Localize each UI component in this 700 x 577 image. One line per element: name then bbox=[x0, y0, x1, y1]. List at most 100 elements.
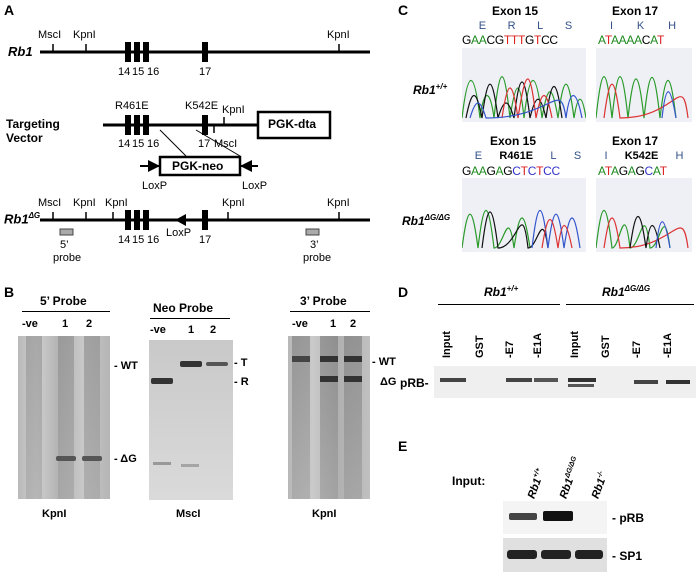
kpnl-site-2: KpnI bbox=[327, 29, 350, 41]
probe5-box bbox=[59, 228, 74, 236]
exon-block bbox=[202, 42, 208, 62]
d-lane-gst-1: GST bbox=[474, 335, 486, 358]
seq-wt15: GAACGTTTGTCC bbox=[462, 33, 558, 47]
probe3-label-b: probe bbox=[303, 252, 332, 264]
band-r: - R bbox=[234, 376, 249, 388]
lane-neg-3: -ve bbox=[292, 318, 308, 330]
mutation-r461e: R461E bbox=[115, 100, 149, 112]
exon-16-label: 16 bbox=[147, 66, 160, 78]
d-lane-gst-2: GST bbox=[600, 335, 612, 358]
band-dg-5: - ΔG bbox=[114, 453, 137, 465]
lane-2-neo: 2 bbox=[210, 324, 217, 336]
e-col-ko: Rb1-/- bbox=[589, 470, 609, 501]
pgk-dta-label: PGK-dta bbox=[268, 117, 316, 131]
e-col-mut: Rb1ΔG/ΔG bbox=[557, 455, 579, 501]
d-lane-e1a-1: -E1A bbox=[532, 332, 544, 358]
lane-neg-neo: -ve bbox=[150, 324, 166, 336]
exon-17-label-dg: 17 bbox=[199, 234, 212, 246]
e-sp1-label: - SP1 bbox=[612, 549, 643, 563]
probe3-title: 3’ Probe bbox=[300, 294, 347, 308]
mutation-k542e: K542E bbox=[185, 100, 219, 112]
pgk-dta-box bbox=[256, 110, 332, 140]
mscl-site-dg: MscI bbox=[38, 197, 62, 209]
exon-block bbox=[125, 42, 131, 62]
e-input-label: Input: bbox=[452, 474, 486, 488]
e-col-wt: Rb1+/+ bbox=[525, 466, 545, 501]
lane-1-5: 1 bbox=[62, 318, 69, 330]
enzyme-5: KpnI bbox=[42, 508, 67, 520]
kpnl-site-1: KpnI bbox=[73, 29, 96, 41]
exon-block bbox=[143, 42, 149, 62]
exon-14-label: 14 bbox=[118, 66, 131, 78]
geno-wt-label: Rb1+/+ bbox=[413, 82, 448, 97]
probe5-title: 5’ Probe bbox=[40, 294, 87, 308]
targeting-label: Targeting bbox=[6, 117, 60, 131]
panel-e-label: E bbox=[398, 438, 408, 454]
kpnl-site-dg-2: KpnI bbox=[105, 197, 128, 209]
geno-mut-label: Rb1ΔG/ΔG bbox=[402, 213, 451, 228]
blot-pulldown bbox=[434, 366, 696, 398]
d-group-wt: Rb1+/+ bbox=[484, 284, 519, 299]
exon-15-label: 15 bbox=[132, 66, 145, 78]
panel-c-label: C bbox=[398, 2, 409, 18]
kpnl-site-dg-3: KpnI bbox=[222, 197, 245, 209]
chromatogram-wt15 bbox=[462, 48, 586, 122]
d-lane-input-2: Input bbox=[569, 331, 581, 358]
band-t: - T bbox=[234, 357, 248, 369]
rb1-gene-map bbox=[40, 42, 370, 236]
chromatogram-mut15 bbox=[462, 178, 586, 252]
exon-17-label-tv: 17 bbox=[198, 138, 211, 150]
aa-row-mut17: I K542E H bbox=[604, 150, 684, 162]
exon17-title-mut: Exon 17 bbox=[612, 134, 659, 148]
exon-14-label-tv: 14 bbox=[118, 138, 131, 150]
pgk-neo-label: PGK-neo bbox=[172, 159, 224, 173]
exon-14-label-dg: 14 bbox=[118, 234, 131, 246]
probe3-box bbox=[305, 228, 320, 236]
exon-16-label-tv: 16 bbox=[147, 138, 160, 150]
probe5-label-b: probe bbox=[53, 252, 82, 264]
loxp-label-2: LoxP bbox=[242, 180, 268, 192]
kpnl-site-tv: KpnI bbox=[222, 104, 245, 116]
seq-wt17: ATAAAACAT bbox=[598, 33, 665, 47]
probe3-label-a: 3’ bbox=[310, 239, 319, 251]
chromatogram-wt17 bbox=[596, 48, 692, 122]
d-group-mut: Rb1ΔG/ΔG bbox=[602, 284, 651, 299]
d-lane-e1a-2: -E1A bbox=[662, 332, 674, 358]
exon15-title-mut: Exon 15 bbox=[490, 134, 537, 148]
exon-16-label-dg: 16 bbox=[147, 234, 160, 246]
exon-17-label: 17 bbox=[199, 66, 212, 78]
rb1-label: Rb1 bbox=[8, 44, 33, 59]
neo-title: Neo Probe bbox=[153, 301, 214, 315]
seq-mut15: GAAGAGCTCTCC bbox=[462, 164, 560, 178]
seq-mut17: ATAGAGCAT bbox=[598, 164, 667, 178]
panel-b-label: B bbox=[4, 284, 15, 300]
exon-15-label-dg: 15 bbox=[132, 234, 145, 246]
kpnl-site-dg-1: KpnI bbox=[73, 197, 96, 209]
lane-2-3: 2 bbox=[350, 318, 357, 330]
exon-block bbox=[134, 42, 140, 62]
exon15-title-wt: Exon 15 bbox=[492, 4, 539, 18]
d-lane-input-1: Input bbox=[441, 331, 453, 358]
loxp-label-1: LoxP bbox=[142, 180, 168, 192]
blot-e-prb bbox=[503, 501, 607, 534]
vector-label: Vector bbox=[6, 131, 43, 145]
enzyme-neo: MscI bbox=[176, 508, 201, 520]
mscl-site-1: MscI bbox=[38, 29, 62, 41]
d-lane-e7-2: -E7 bbox=[631, 340, 643, 358]
blot-5probe bbox=[18, 336, 110, 499]
aa-row-mut15: E R461E L S bbox=[474, 150, 582, 162]
panel-d-label: D bbox=[398, 284, 409, 300]
blot-e-sp1 bbox=[503, 538, 607, 572]
band-wt-3: - WT bbox=[372, 356, 396, 368]
enzyme-3: KpnI bbox=[312, 508, 337, 520]
blot-3probe bbox=[288, 336, 370, 499]
d-prb-label: pRB- bbox=[400, 376, 429, 390]
panel-a-label: A bbox=[4, 2, 15, 18]
blot-neo bbox=[149, 340, 233, 500]
exon17-title-wt: Exon 17 bbox=[612, 4, 659, 18]
lane-neg-5: -ve bbox=[22, 318, 38, 330]
lane-2-5: 2 bbox=[86, 318, 93, 330]
e-prb-label: - pRB bbox=[612, 511, 644, 525]
